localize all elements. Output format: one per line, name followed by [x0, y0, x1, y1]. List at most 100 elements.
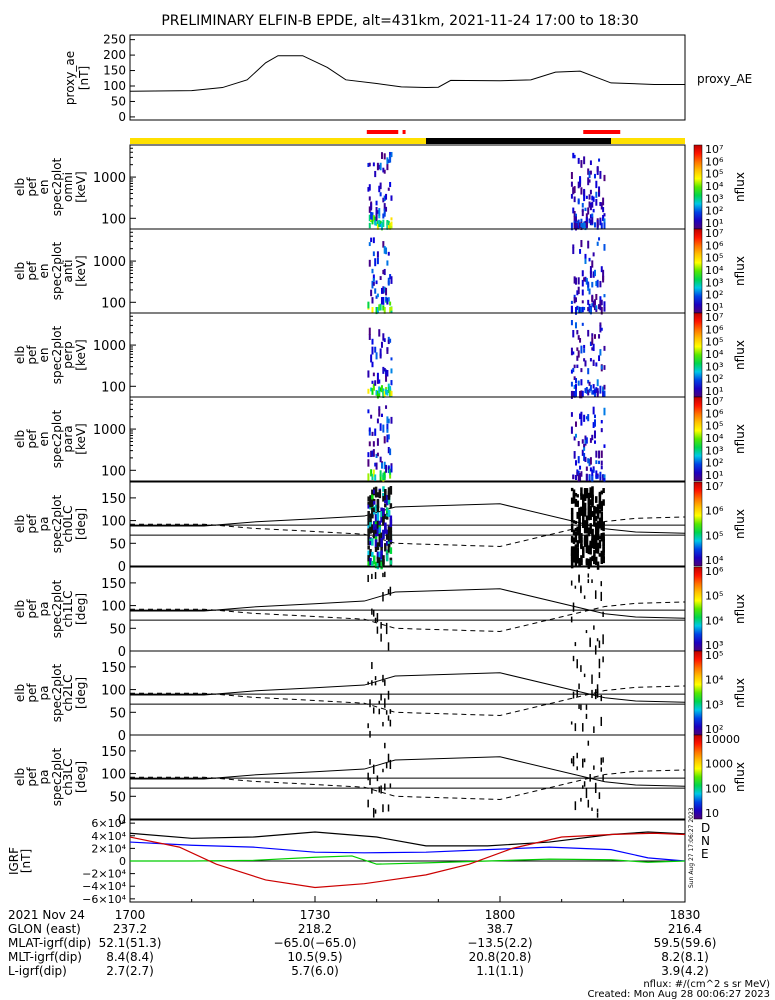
pa-cell — [587, 573, 590, 578]
pa-cell — [389, 531, 393, 541]
spectrogram-cell — [379, 474, 382, 481]
pa-cell — [376, 775, 379, 782]
spectrogram-cell — [378, 409, 381, 417]
pa-cell — [572, 495, 576, 504]
pa-cell — [593, 517, 596, 521]
spectrogram-cell — [581, 322, 584, 326]
science-zone-bar — [366, 130, 399, 134]
pa-cell — [376, 561, 380, 570]
spectrogram-cell — [376, 210, 379, 214]
pa-cell — [596, 522, 600, 532]
spectrogram-cell — [570, 412, 573, 417]
spectrogram-cell — [588, 220, 591, 224]
spectrogram-cell — [370, 237, 373, 243]
spectrogram-cell — [581, 306, 584, 313]
pa-cell — [384, 698, 386, 708]
pa-cell — [374, 561, 378, 569]
spectrogram-cell — [370, 211, 373, 220]
spectrogram-cell — [379, 192, 382, 197]
pa-cell — [384, 527, 387, 531]
colorbar-tick-label: 10³ — [705, 192, 723, 205]
pa-cell — [574, 527, 578, 532]
spectrogram-cell — [570, 193, 573, 199]
spectrogram-cell — [581, 279, 584, 287]
spectrogram-cell — [389, 154, 392, 163]
pa-ytick-label: 150 — [101, 577, 126, 592]
spectrogram-cell — [374, 462, 377, 467]
spectrogram-cell — [587, 458, 590, 464]
pa-cell — [574, 585, 577, 589]
spectrogram-cell — [383, 153, 386, 160]
spectrogram-cell — [390, 195, 393, 201]
colorbar-tick-label: 10³ — [705, 639, 723, 652]
colorbar-label: nflux — [733, 678, 747, 708]
science-zone-bar — [402, 130, 406, 134]
spectrogram-cell — [368, 242, 371, 247]
spectrogram-cell — [577, 181, 580, 189]
colorbar-tick-label: 10³ — [705, 360, 723, 373]
pa-cell — [384, 543, 387, 552]
ae-ytick-label: 250 — [103, 33, 126, 47]
ylabel-line: pa — [37, 602, 51, 617]
pa-cell — [382, 509, 385, 517]
spectrogram-cell — [374, 170, 377, 178]
spectrogram-cell — [588, 458, 591, 467]
spectrogram-cell — [390, 276, 393, 284]
spectrogram-cell — [574, 378, 577, 384]
pa-cell — [587, 506, 591, 517]
spectrogram-cell — [375, 306, 378, 315]
spectrogram-cell — [371, 473, 374, 481]
spectrogram-cell — [367, 187, 370, 192]
spectrogram-cell — [603, 384, 606, 390]
spectrogram-cell — [600, 327, 603, 331]
colorbar-tick-label: 10⁶ — [705, 239, 724, 252]
pa-cell — [384, 503, 387, 508]
pa-cell — [596, 561, 600, 570]
colorbar-label-text: nflux — [733, 424, 747, 454]
spectrogram-cell — [385, 287, 388, 296]
pa-cell — [598, 491, 602, 497]
pa-cell — [376, 514, 380, 522]
pa-cell — [382, 592, 384, 602]
spectrogram-cell — [380, 297, 383, 305]
spectrogram-cell — [591, 303, 594, 307]
colorbar-tick-label: 10⁶ — [705, 323, 724, 336]
pa-cell — [384, 783, 386, 791]
pa-cell — [378, 786, 381, 793]
pa-cell — [574, 801, 577, 811]
ylabel-line: spec2plot — [50, 157, 64, 216]
spectrogram-cell — [390, 380, 393, 386]
ylabel-line: ch0LC — [61, 506, 75, 543]
pa-cell — [594, 496, 598, 503]
spectrogram-cell — [589, 189, 592, 195]
ylabel-line: spec2plot — [50, 494, 64, 553]
pa-cell — [372, 707, 375, 714]
spectrogram-cell — [574, 322, 577, 329]
pa-cell — [385, 540, 389, 546]
colorbar-anti — [693, 228, 703, 314]
pa-cell — [594, 515, 598, 522]
spectrogram-cell — [387, 222, 390, 229]
pa-cell — [591, 498, 594, 508]
spectrogram-cell — [577, 306, 580, 314]
spectrogram-cell — [589, 219, 592, 226]
spectrogram-cell — [390, 217, 393, 221]
pa-ytick-label: 0 — [118, 645, 126, 660]
spectrogram-cell — [593, 222, 596, 228]
spectrogram-cell — [596, 388, 599, 394]
spectrogram-cell — [598, 460, 601, 465]
footer-block: nflux: #/(cm^2 s sr MeV)Created: Mon Aug… — [587, 807, 770, 1000]
colorbar-label-text: nflux — [733, 340, 747, 370]
pa-cell — [372, 507, 376, 513]
pa-cell — [591, 807, 593, 811]
pa-cell — [387, 715, 390, 721]
spectrogram-cell — [584, 360, 587, 367]
pa-cell — [596, 513, 600, 519]
pa-cell — [374, 546, 378, 553]
pa-cell — [589, 499, 592, 506]
spectrogram-cell — [577, 380, 580, 386]
pa-cell — [385, 529, 389, 536]
spectrogram-cell — [372, 441, 375, 447]
